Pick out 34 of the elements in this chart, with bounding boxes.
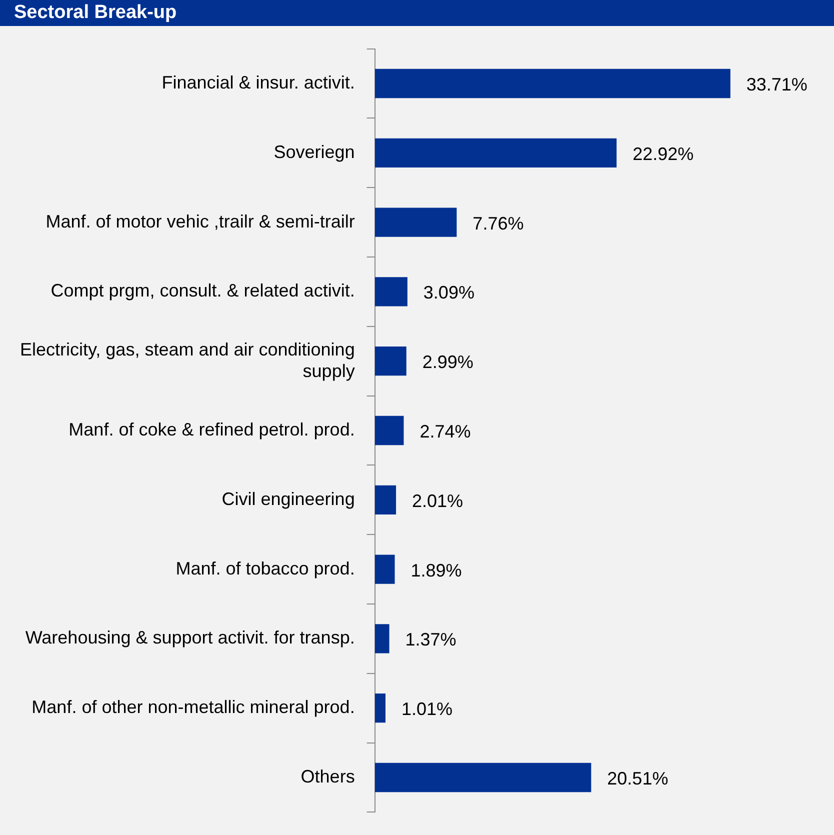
y-tick-label: Manf. of motor vehic ,trailr & semi-trailr (46, 211, 355, 232)
text: Sectoral Break-up (0, 0, 834, 26)
data-label: 22.92% (632, 144, 694, 164)
bar (374, 694, 386, 723)
bar (374, 208, 457, 237)
data-label: 7.76% (472, 213, 524, 234)
bar (374, 485, 396, 514)
bar (374, 277, 408, 306)
bar (374, 416, 404, 446)
data-label: 33.71% (746, 74, 808, 94)
y-tick-label: Civil engineering (222, 488, 355, 509)
y-tick-label: Electricity, gas, steam and air conditioning supply (20, 339, 355, 381)
y-tick-label: Manf. of tobacco prod. (176, 558, 355, 578)
y-tick-label: Warehousing & support activit. for transp. (25, 628, 355, 648)
bar (374, 554, 395, 584)
bar (374, 624, 390, 654)
data-label: 1.89% (410, 560, 462, 580)
bar (374, 68, 730, 98)
y-tick-label: Others (300, 766, 355, 786)
bar (374, 138, 617, 168)
y-tick-label: Manf. of other non-metallic mineral prod. (32, 697, 355, 718)
data-label: 1.01% (401, 699, 453, 720)
y-tick-label: Soveriegn (274, 142, 355, 162)
bar (374, 762, 592, 792)
data-label: 2.74% (420, 421, 471, 442)
y-tick-label: Compt prgm, consult. & related activit. (50, 280, 355, 301)
data-label: 2.01% (412, 490, 464, 511)
data-label: 20.51% (607, 768, 668, 788)
y-tick-label: Manf. of coke & refined petrol. prod. (68, 419, 355, 440)
data-label: 3.09% (423, 282, 474, 303)
y-tick-label: Financial & insur. activit. (162, 72, 355, 92)
data-label: 1.37% (405, 630, 456, 650)
data-label: 2.99% (422, 352, 474, 372)
bar (374, 346, 406, 376)
